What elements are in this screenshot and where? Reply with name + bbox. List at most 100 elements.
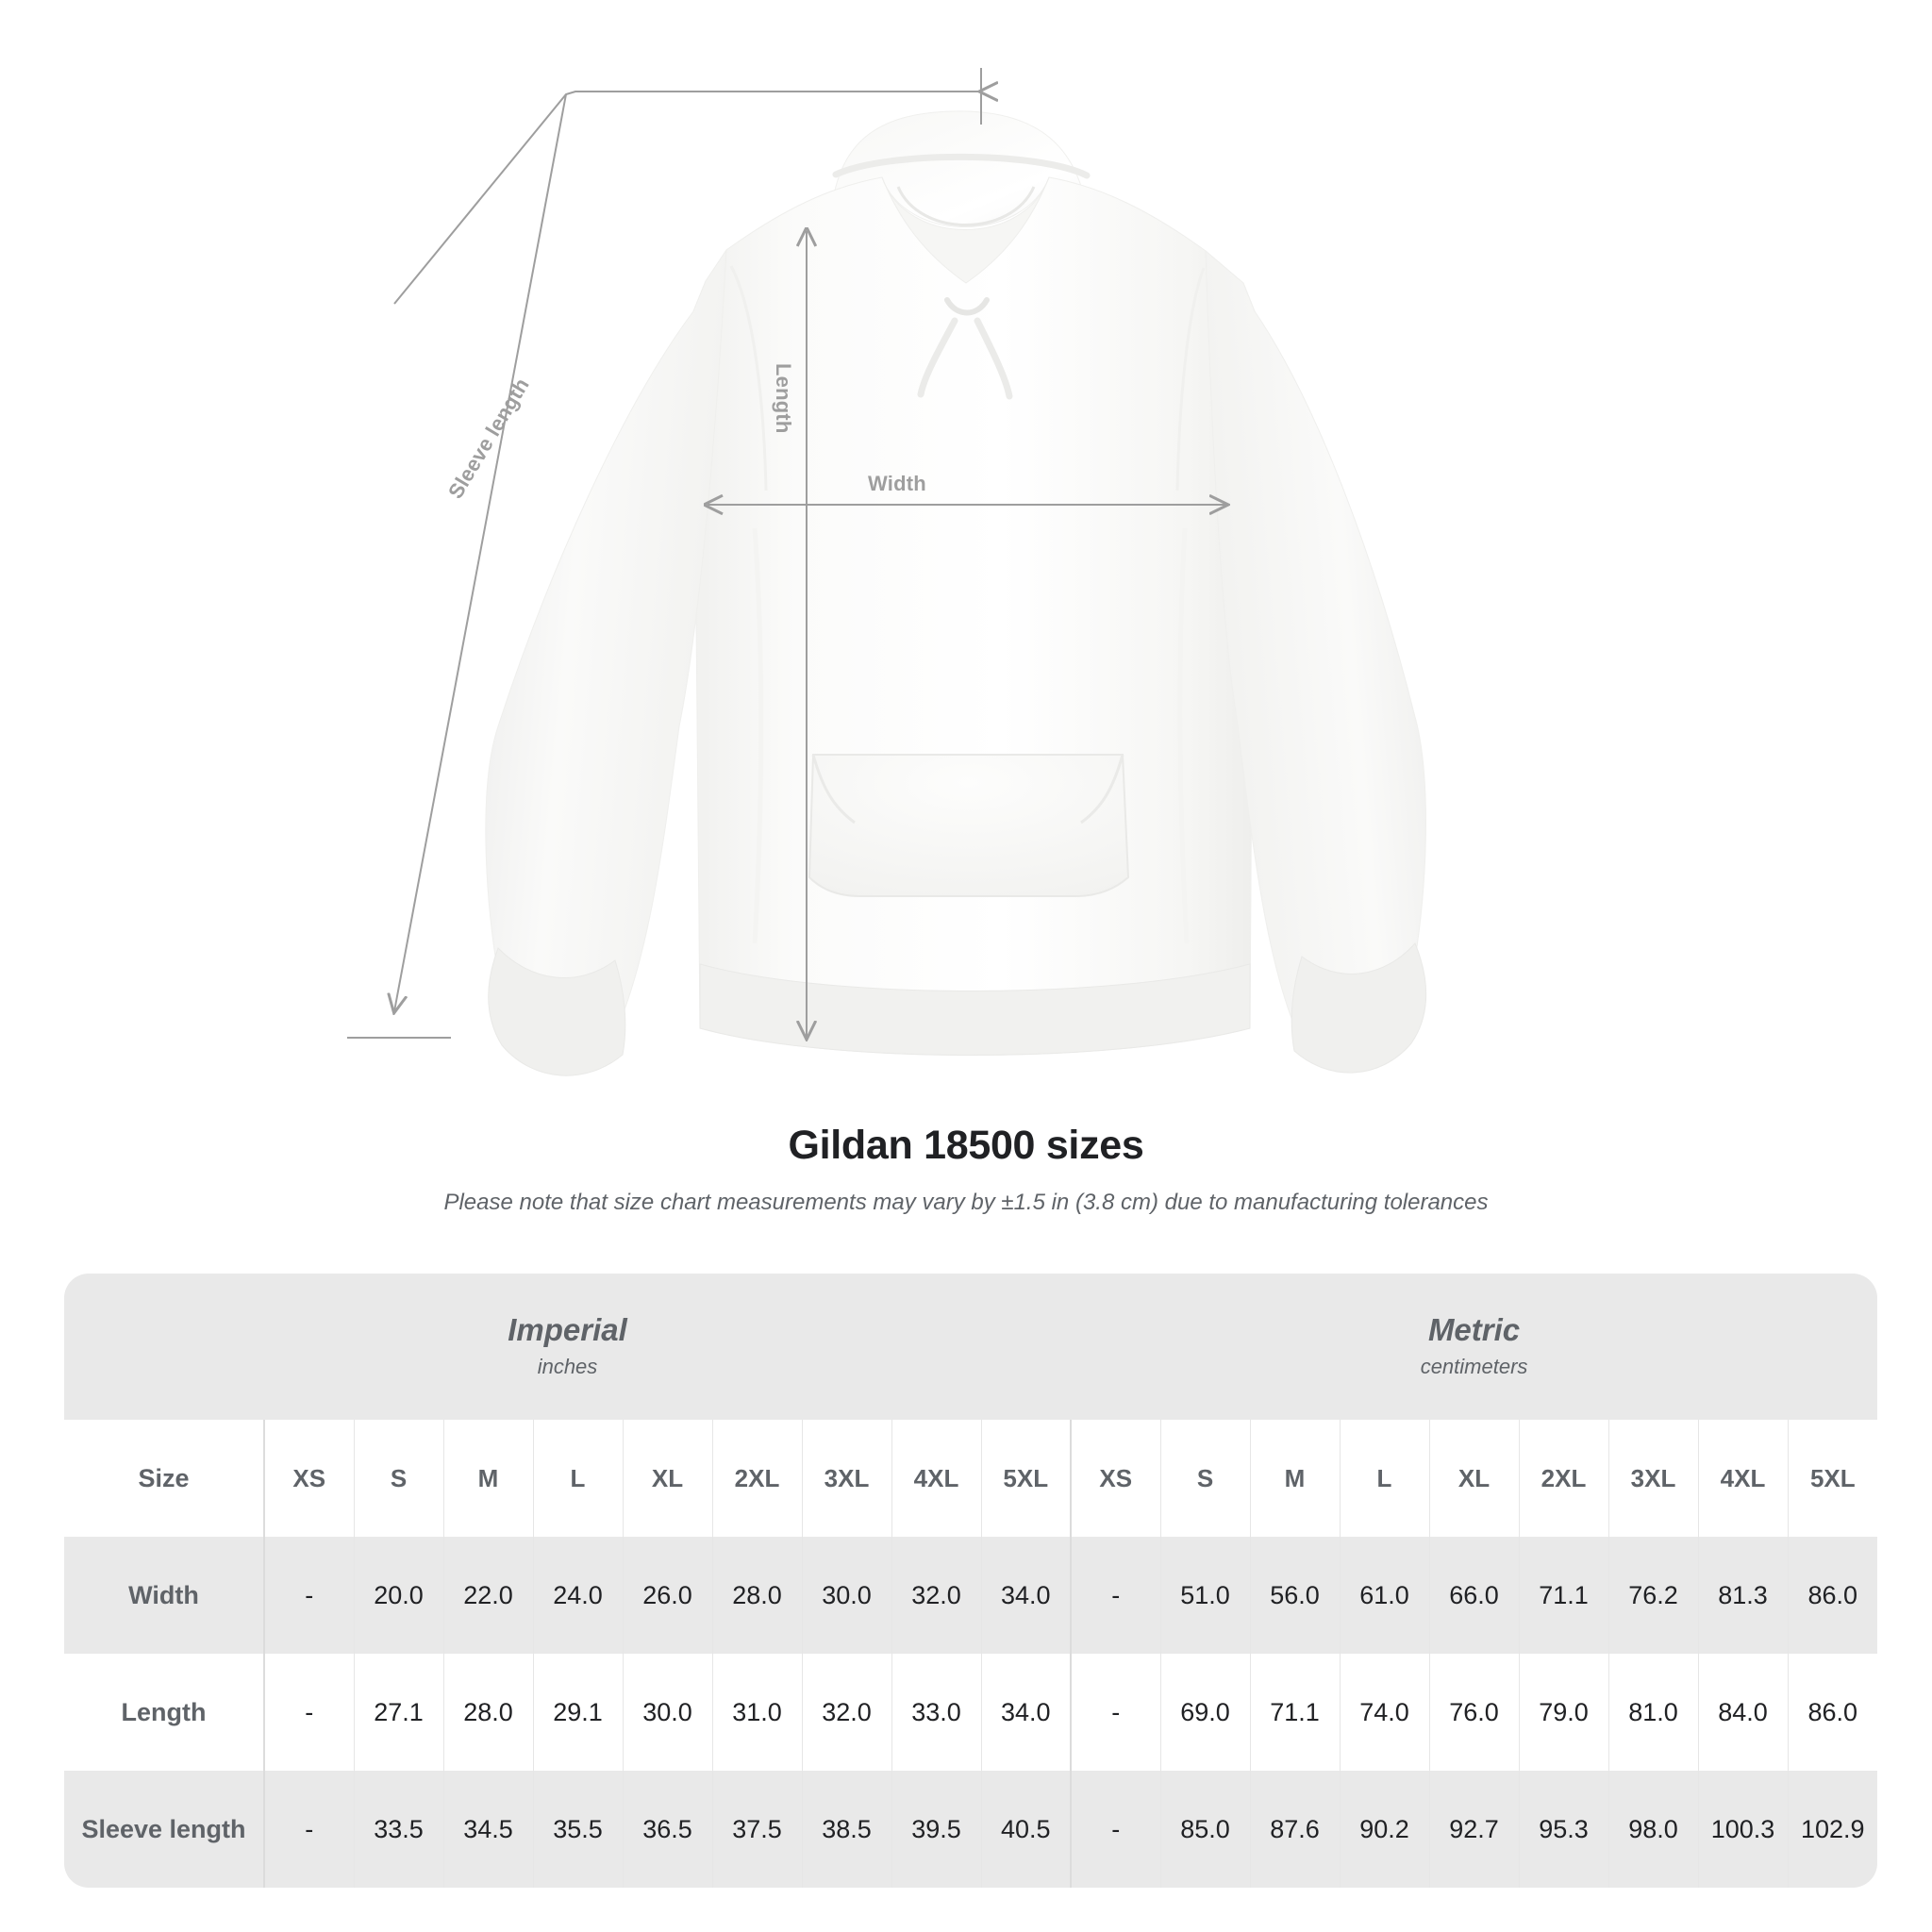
cell-width-imperial-m: 22.0 [443, 1537, 534, 1654]
cell-sleeve-imperial-5xl: 40.5 [981, 1771, 1072, 1888]
header-imperial-l: L [533, 1420, 624, 1537]
unit-name-metric: Metric [1427, 1312, 1521, 1348]
header-metric-xs: XS [1070, 1420, 1161, 1537]
cell-sleeve-imperial-l: 35.5 [533, 1771, 624, 1888]
header-metric-s: S [1160, 1420, 1251, 1537]
cell-width-metric-2xl: 71.1 [1519, 1537, 1609, 1654]
cell-sleeve-metric-4xl: 100.3 [1698, 1771, 1789, 1888]
size-header-row: Size XS S M L XL 2XL 3XL 4XL 5XL XS S M … [64, 1420, 1878, 1537]
row-label-sleeve-length: Sleeve length [64, 1771, 265, 1888]
cell-length-imperial-xs: - [264, 1654, 355, 1771]
hood-inner-shadow [896, 186, 1036, 226]
drawstring-left [917, 317, 958, 398]
header-imperial-5xl: 5XL [981, 1420, 1072, 1537]
cell-length-metric-s: 69.0 [1160, 1654, 1251, 1771]
waistband [699, 963, 1251, 1056]
cell-width-imperial-4xl: 32.0 [891, 1537, 982, 1654]
header-imperial-2xl: 2XL [712, 1420, 803, 1537]
cell-width-metric-5xl: 86.0 [1788, 1537, 1878, 1654]
size-table: Imperial inches Metric centimeters Size … [64, 1274, 1878, 1888]
left-cuff [488, 947, 626, 1076]
width-label: Width [868, 472, 926, 495]
cell-length-metric-5xl: 86.0 [1788, 1654, 1878, 1771]
header-imperial-xs: XS [264, 1420, 355, 1537]
cell-width-imperial-s: 20.0 [354, 1537, 444, 1654]
unit-banner-row: Imperial inches Metric centimeters [64, 1274, 1878, 1420]
cell-sleeve-metric-5xl: 102.9 [1788, 1771, 1878, 1888]
title-block: Gildan 18500 sizes Please note that size… [0, 1123, 1932, 1216]
cell-width-imperial-l: 24.0 [533, 1537, 624, 1654]
cell-length-imperial-5xl: 34.0 [981, 1654, 1072, 1771]
right-cuff [1291, 942, 1427, 1074]
cell-width-imperial-2xl: 28.0 [712, 1537, 803, 1654]
cell-length-metric-xs: - [1070, 1654, 1161, 1771]
garment-diagram: Length Width Sleeve length [347, 68, 1427, 1076]
cell-length-metric-3xl: 81.0 [1608, 1654, 1699, 1771]
cell-width-metric-l: 61.0 [1340, 1537, 1430, 1654]
row-label-width: Width [64, 1537, 265, 1654]
header-imperial-3xl: 3XL [802, 1420, 892, 1537]
cell-width-metric-4xl: 81.3 [1698, 1537, 1789, 1654]
cell-sleeve-imperial-m: 34.5 [443, 1771, 534, 1888]
cell-length-imperial-3xl: 32.0 [802, 1654, 892, 1771]
table-row: Length - 27.1 28.0 29.1 30.0 31.0 32.0 3… [64, 1654, 1878, 1771]
unit-sub-imperial: inches [537, 1354, 598, 1378]
header-metric-m: M [1250, 1420, 1341, 1537]
kangaroo-pocket [808, 754, 1130, 897]
cell-length-metric-l: 74.0 [1340, 1654, 1430, 1771]
header-metric-l: L [1340, 1420, 1430, 1537]
cell-length-imperial-4xl: 33.0 [891, 1654, 982, 1771]
right-shoulder-seam [1175, 267, 1206, 491]
header-imperial-xl: XL [623, 1420, 713, 1537]
cell-length-imperial-s: 27.1 [354, 1654, 444, 1771]
header-metric-5xl: 5XL [1788, 1420, 1878, 1537]
unit-name-imperial: Imperial [508, 1312, 627, 1348]
unit-cell-metric: Metric centimeters [1071, 1274, 1878, 1420]
sleeve-length-line [394, 93, 567, 1011]
header-metric-3xl: 3XL [1608, 1420, 1699, 1537]
tolerance-note: Please note that size chart measurements… [443, 1190, 1489, 1215]
cell-sleeve-imperial-xs: - [264, 1771, 355, 1888]
cell-width-imperial-3xl: 30.0 [802, 1537, 892, 1654]
table-row: Width - 20.0 22.0 24.0 26.0 28.0 30.0 32… [64, 1537, 1878, 1654]
cell-sleeve-imperial-2xl: 37.5 [712, 1771, 803, 1888]
header-imperial-4xl: 4XL [891, 1420, 982, 1537]
drawstring-knot [944, 297, 990, 316]
cell-width-metric-3xl: 76.2 [1608, 1537, 1699, 1654]
fold-right [1177, 527, 1190, 944]
cell-length-imperial-2xl: 31.0 [712, 1654, 803, 1771]
header-metric-xl: XL [1429, 1420, 1520, 1537]
cell-sleeve-metric-xs: - [1070, 1771, 1161, 1888]
cell-width-imperial-xl: 26.0 [623, 1537, 713, 1654]
cell-length-imperial-m: 28.0 [443, 1654, 534, 1771]
unit-sub-metric: centimeters [1420, 1354, 1528, 1378]
cell-length-metric-xl: 76.0 [1429, 1654, 1520, 1771]
header-metric-4xl: 4XL [1698, 1420, 1789, 1537]
size-table-container: Imperial inches Metric centimeters Size … [64, 1274, 1878, 1888]
cell-sleeve-metric-l: 90.2 [1340, 1771, 1430, 1888]
table-row: Sleeve length - 33.5 34.5 35.5 36.5 37.5… [64, 1771, 1878, 1888]
pocket-opening-right [1080, 754, 1124, 824]
sleeve-length-leader [393, 92, 981, 305]
cell-width-metric-s: 51.0 [1160, 1537, 1251, 1654]
cell-width-metric-m: 56.0 [1250, 1537, 1341, 1654]
header-size-label: Size [64, 1420, 265, 1537]
cell-sleeve-imperial-xl: 36.5 [623, 1771, 713, 1888]
cell-length-imperial-l: 29.1 [533, 1654, 624, 1771]
row-label-length: Length [64, 1654, 265, 1771]
length-label: Length [772, 363, 795, 434]
drawstring-right [974, 317, 1013, 400]
cell-width-metric-xl: 66.0 [1429, 1537, 1520, 1654]
header-metric-2xl: 2XL [1519, 1420, 1609, 1537]
cell-sleeve-imperial-s: 33.5 [354, 1771, 444, 1888]
left-sleeve [485, 248, 727, 1041]
cell-width-imperial-xs: - [264, 1537, 355, 1654]
hoodie-illustration [347, 68, 1427, 1076]
hood-neck-opening [881, 176, 1050, 284]
unit-cell-imperial: Imperial inches [64, 1274, 1071, 1420]
hood-channel [832, 153, 1091, 179]
cell-sleeve-metric-3xl: 98.0 [1608, 1771, 1699, 1888]
header-imperial-m: M [443, 1420, 534, 1537]
left-shoulder-seam [729, 265, 768, 491]
